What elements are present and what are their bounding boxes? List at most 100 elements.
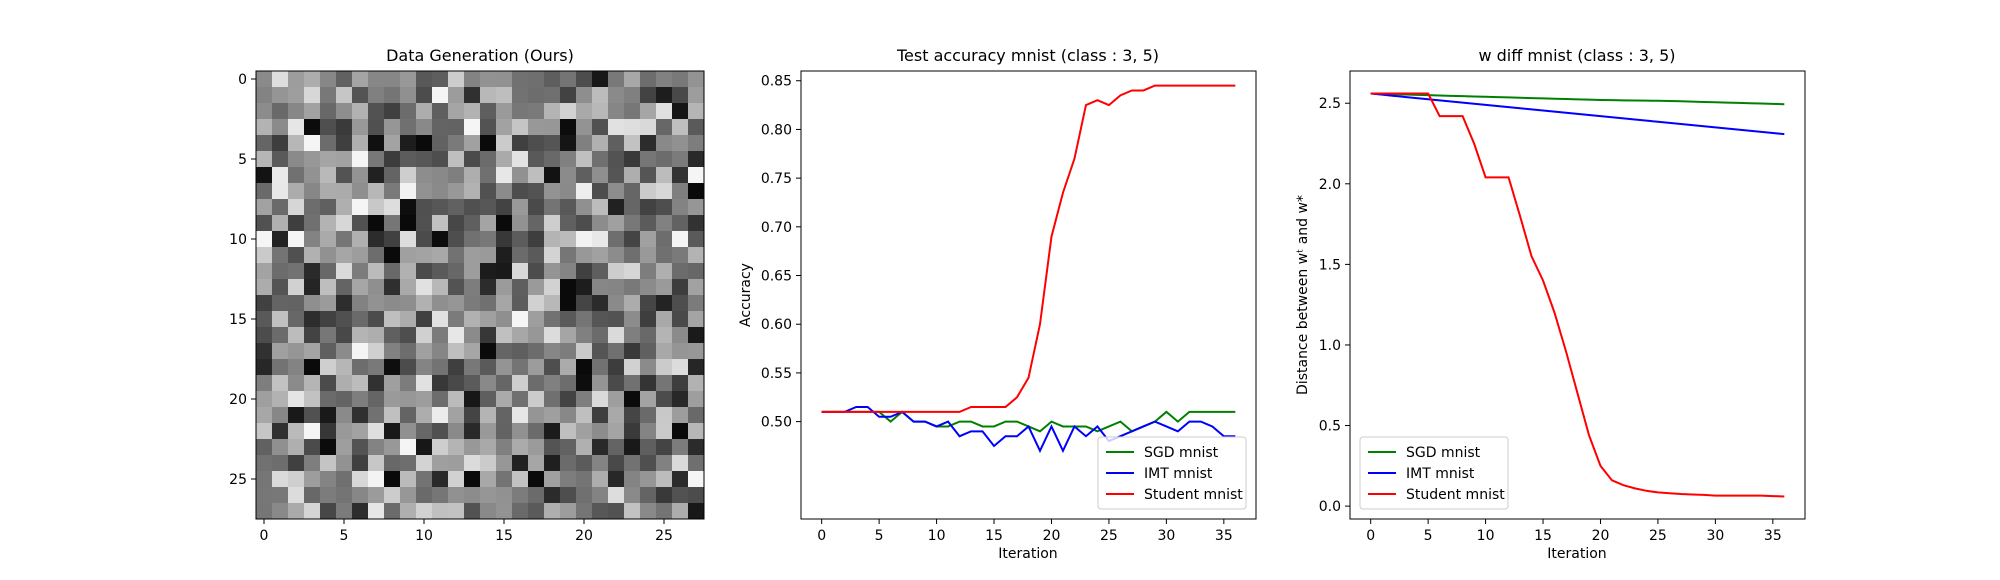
- heatmap-cell: [656, 423, 673, 440]
- heatmap-cell: [560, 263, 577, 280]
- heatmap-cell: [304, 391, 321, 408]
- heatmap-cell: [560, 375, 577, 392]
- heatmap-cell: [656, 151, 673, 168]
- heatmap-cell: [592, 167, 609, 184]
- wdiff-panel: w diff mnist (class : 3, 5) 0 5 10 15 20 25 30…: [1295, 46, 1806, 562]
- heatmap-cell: [624, 471, 641, 488]
- heatmap-cell: [480, 231, 497, 248]
- heatmap-cell: [560, 311, 577, 328]
- heatmap-cell: [416, 215, 433, 232]
- heatmap-cell: [320, 487, 337, 504]
- heatmap-cell: [592, 71, 609, 88]
- heatmap-cell: [512, 327, 529, 344]
- heatmap-cell: [304, 167, 321, 184]
- heatmap-cell: [336, 471, 353, 488]
- heatmap-cell: [576, 455, 593, 472]
- heatmap-cell: [432, 359, 449, 376]
- heatmap-cell: [672, 263, 689, 280]
- heatmap-cell: [560, 407, 577, 424]
- heatmap-cell: [256, 503, 273, 520]
- heatmap-cell: [304, 199, 321, 216]
- heatmap-cell: [448, 151, 465, 168]
- heatmap-cell: [592, 487, 609, 504]
- heatmap-cell: [688, 231, 705, 248]
- heatmap-cell: [320, 391, 337, 408]
- heatmap-cell: [544, 135, 561, 152]
- heatmap-cell: [576, 279, 593, 296]
- wdiff-ylabel: Distance between wᵗ and w*: [1295, 195, 1311, 395]
- heatmap-cell: [400, 71, 417, 88]
- heatmap-cell: [576, 135, 593, 152]
- heatmap-cell: [304, 295, 321, 312]
- heatmap-cell: [656, 135, 673, 152]
- heatmap-cell: [400, 375, 417, 392]
- heatmap-cell: [624, 199, 641, 216]
- heatmap-cell: [544, 375, 561, 392]
- heatmap-cell: [288, 503, 305, 520]
- heatmap-cell: [688, 343, 705, 360]
- heatmap-cell: [608, 247, 625, 264]
- heatmap-cell: [400, 183, 417, 200]
- heatmap-cell: [464, 183, 481, 200]
- heatmap-cell: [256, 71, 273, 88]
- heatmap-cell: [304, 119, 321, 136]
- heatmap-cell: [272, 167, 289, 184]
- heatmap-cell: [608, 343, 625, 360]
- heatmap-cell: [624, 375, 641, 392]
- heatmap-cell: [448, 327, 465, 344]
- heatmap-cell: [272, 311, 289, 328]
- heatmap-cell: [448, 295, 465, 312]
- heatmap-cell: [528, 503, 545, 520]
- heatmap-cell: [640, 167, 657, 184]
- heatmap-cell: [544, 247, 561, 264]
- heatmap-cell: [672, 343, 689, 360]
- heatmap-cell: [672, 215, 689, 232]
- heatmap-cell: [256, 343, 273, 360]
- heatmap-cell: [544, 471, 561, 488]
- heatmap-cell: [304, 423, 321, 440]
- heatmap-cell: [688, 119, 705, 136]
- heatmap-cell: [272, 487, 289, 504]
- wdiff-title: w diff mnist (class : 3, 5): [1478, 46, 1675, 65]
- heatmap-cell: [256, 295, 273, 312]
- heatmap-cell: [320, 439, 337, 456]
- heatmap-cell: [448, 455, 465, 472]
- heatmap-cell: [608, 295, 625, 312]
- heatmap-cell: [256, 183, 273, 200]
- heatmap-cell: [432, 423, 449, 440]
- heatmap-cell: [560, 359, 577, 376]
- heatmap-cell: [464, 231, 481, 248]
- heatmap-cell: [576, 487, 593, 504]
- heatmap-cell: [320, 151, 337, 168]
- heatmap-cell: [368, 407, 385, 424]
- heatmap-cell: [496, 199, 513, 216]
- heatmap-cell: [288, 135, 305, 152]
- heatmap-cell: [656, 439, 673, 456]
- heatmap-cell: [480, 279, 497, 296]
- heatmap-cell: [384, 71, 401, 88]
- heatmap-cell: [560, 103, 577, 120]
- heatmap-cell: [672, 455, 689, 472]
- heatmap-cell: [448, 439, 465, 456]
- heatmap-cell: [480, 455, 497, 472]
- heatmap-cell: [416, 487, 433, 504]
- heatmap-cell: [416, 503, 433, 520]
- heatmap-cell: [656, 71, 673, 88]
- heatmap-cell: [624, 391, 641, 408]
- heatmap-cell: [320, 103, 337, 120]
- heatmap-cell: [544, 503, 561, 520]
- heatmap-cell: [256, 135, 273, 152]
- heatmap-cell: [576, 391, 593, 408]
- heatmap-y-tick-label: 5: [238, 152, 247, 168]
- heatmap-cell: [288, 71, 305, 88]
- heatmap-cell: [576, 231, 593, 248]
- x-tick-label: 35: [1764, 528, 1782, 544]
- heatmap-cell: [384, 231, 401, 248]
- heatmap-cell: [688, 167, 705, 184]
- heatmap-cell: [320, 343, 337, 360]
- series-line-student-mnist: [1370, 92, 1785, 498]
- heatmap-cell: [672, 247, 689, 264]
- heatmap-cell: [400, 119, 417, 136]
- heatmap-cell: [480, 343, 497, 360]
- heatmap-cell: [592, 231, 609, 248]
